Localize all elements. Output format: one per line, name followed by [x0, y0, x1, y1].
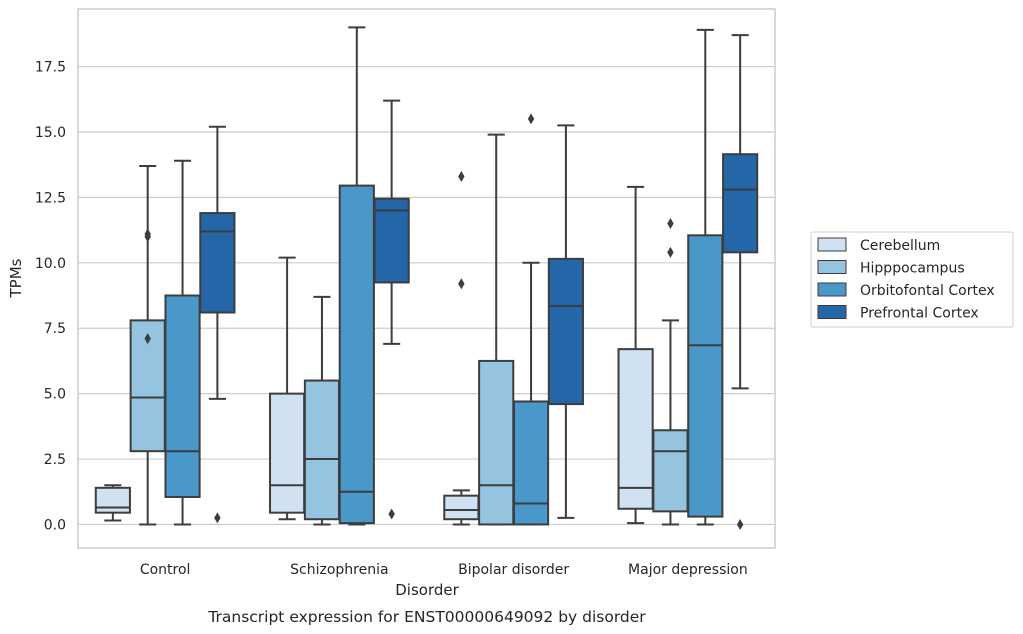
x-tick-label: Bipolar disorder: [458, 562, 569, 578]
outlier-point: [214, 512, 221, 524]
box-body: [722, 153, 759, 254]
outlier-point: [667, 246, 674, 258]
box-1-2: [338, 26, 375, 526]
y-tick-labels: 0.0 2.5 5.0 7.5 10.0 12.5 15.0 17.5: [35, 60, 66, 534]
box-layer: [94, 26, 759, 530]
box-body: [269, 392, 306, 514]
box-body: [617, 348, 654, 510]
box-body: [478, 359, 515, 526]
legend-label-0: Cerebellum: [860, 238, 940, 254]
box-1-1: [303, 295, 341, 526]
box-0-2: [164, 159, 201, 526]
x-tick-label: Schizophrenia: [290, 562, 388, 578]
legend-swatch-0: [817, 237, 847, 252]
y-tick-label: 12.5: [35, 190, 66, 206]
legend-label-3: Prefrontal Cortex: [860, 306, 979, 322]
box-body: [94, 486, 131, 514]
chart-caption: Transcript expression for ENST0000064909…: [207, 608, 646, 626]
box-0-3: [199, 125, 236, 524]
box-body: [303, 379, 341, 521]
box-body: [652, 429, 689, 513]
y-tick-label: 17.5: [35, 60, 66, 76]
x-tick-label: Major depression: [628, 562, 748, 578]
x-axis-label: Disorder: [395, 581, 459, 599]
x-tick-labels: Control Schizophrenia Bipolar disorder Majo…: [140, 562, 748, 578]
box-body: [199, 212, 236, 314]
plot-frame: [77, 8, 776, 549]
x-tick-label: Control: [140, 562, 191, 578]
box-3-2: [687, 28, 724, 526]
box-body: [373, 197, 410, 284]
box-3-3: [722, 34, 759, 530]
y-tick-label: 15.0: [35, 125, 66, 141]
y-tick-label: 5.0: [44, 387, 66, 403]
box-2-3: [547, 124, 584, 519]
box-3-1: [652, 218, 689, 526]
box-body: [338, 184, 375, 525]
box-0-1: [129, 164, 166, 526]
box-body: [164, 294, 201, 498]
legend-label-1: Hipppocampus: [860, 261, 965, 277]
y-tick-label: 10.0: [35, 256, 66, 272]
box-0-0: [94, 484, 131, 522]
box-2-2: [512, 113, 550, 526]
legend-swatch-1: [817, 260, 847, 274]
y-tick-label: 0.0: [44, 517, 66, 533]
outlier-point: [527, 113, 535, 125]
outlier-point: [388, 508, 395, 520]
legend-label-2: Orbitofontal Cortex: [860, 283, 995, 299]
y-tick-label: 7.5: [44, 321, 66, 337]
box-1-0: [269, 256, 306, 521]
box-body: [443, 494, 480, 521]
outlier-point: [736, 518, 744, 530]
legend: Cerebellum Hipppocampus Orbitofontal Corte…: [810, 231, 1014, 328]
y-axis-label: TPMs: [7, 258, 25, 298]
box-body: [547, 257, 584, 406]
outlier-point: [458, 278, 465, 290]
box-1-3: [373, 99, 410, 520]
legend-frame: [810, 231, 1014, 328]
box-body: [687, 234, 724, 518]
legend-swatch-2: [817, 282, 847, 297]
outlier-point: [458, 170, 465, 182]
box-body: [512, 400, 550, 526]
box-2-1: [478, 133, 515, 526]
outlier-point: [144, 333, 151, 345]
outlier-point: [667, 218, 674, 230]
box-2-0: [443, 170, 480, 526]
box-3-0: [617, 185, 654, 525]
legend-swatch-3: [817, 305, 847, 319]
y-tick-label: 2.5: [44, 452, 66, 468]
outlier-point: [144, 228, 151, 240]
